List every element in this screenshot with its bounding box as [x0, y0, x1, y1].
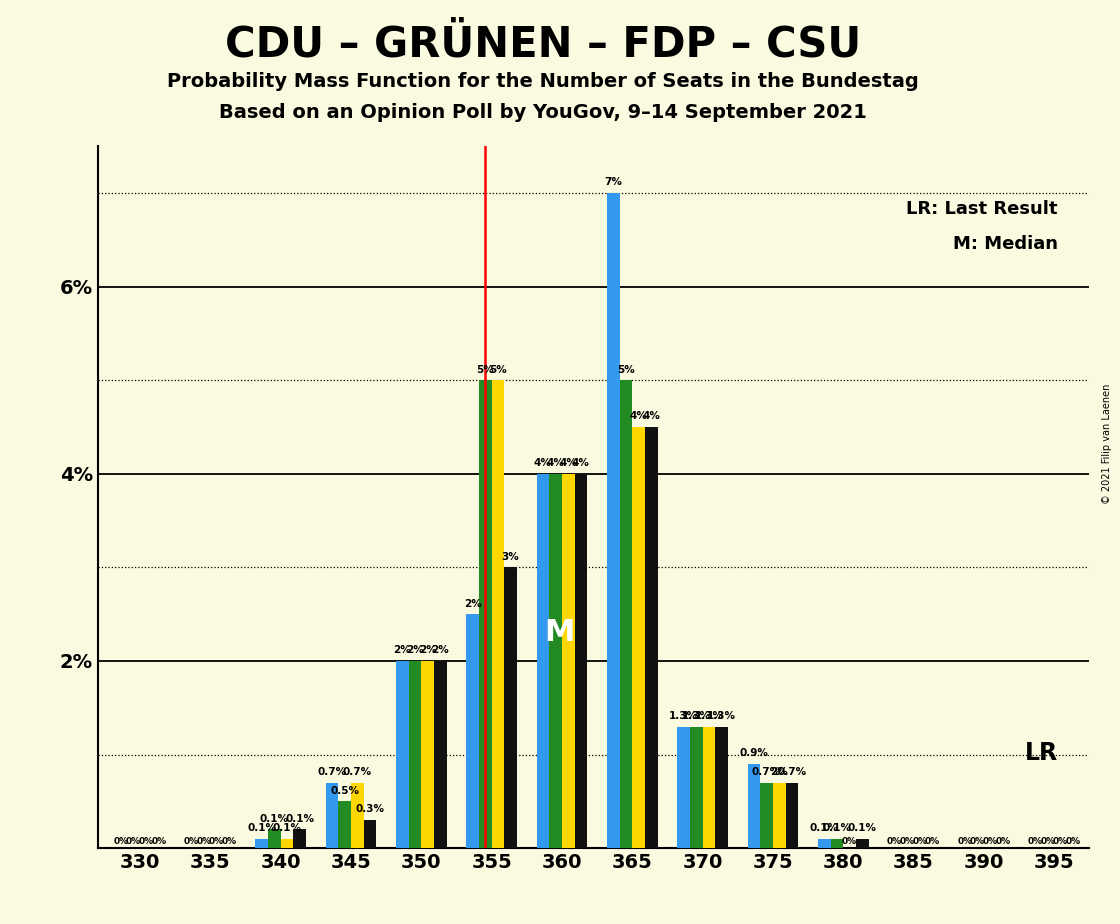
Bar	[281, 839, 293, 848]
Bar	[549, 474, 562, 848]
Text: 4%: 4%	[572, 458, 590, 468]
Text: 2%: 2%	[431, 645, 449, 655]
Text: 0.1%: 0.1%	[286, 814, 314, 824]
Text: 0%: 0%	[1053, 837, 1068, 846]
Bar	[747, 764, 760, 848]
Text: 0%: 0%	[113, 837, 129, 846]
Text: 0.1%: 0.1%	[260, 814, 289, 824]
Text: 4%: 4%	[629, 411, 647, 421]
Text: 0%: 0%	[196, 837, 212, 846]
Bar	[396, 661, 409, 848]
Bar	[645, 427, 657, 848]
Text: 2%: 2%	[771, 767, 788, 777]
Text: 4%: 4%	[547, 458, 564, 468]
Bar	[856, 839, 868, 848]
Text: 1.3%: 1.3%	[682, 711, 711, 721]
Bar	[690, 726, 702, 848]
Text: 0%: 0%	[184, 837, 199, 846]
Bar	[479, 380, 492, 848]
Text: 0%: 0%	[887, 837, 902, 846]
Text: 0%: 0%	[982, 837, 998, 846]
Bar	[409, 661, 421, 848]
Text: 2%: 2%	[419, 645, 437, 655]
Text: 0%: 0%	[925, 837, 940, 846]
Text: 0%: 0%	[913, 837, 927, 846]
Text: 0.1%: 0.1%	[822, 823, 851, 833]
Text: 3%: 3%	[502, 552, 520, 562]
Text: 0%: 0%	[1028, 837, 1043, 846]
Text: 0.7%: 0.7%	[317, 767, 346, 777]
Text: 4%: 4%	[559, 458, 577, 468]
Bar	[716, 726, 728, 848]
Bar	[466, 614, 479, 848]
Bar	[338, 801, 351, 848]
Bar	[678, 726, 690, 848]
Text: 0.1%: 0.1%	[248, 823, 277, 833]
Text: LR: LR	[1025, 741, 1057, 765]
Text: 0.7%: 0.7%	[343, 767, 372, 777]
Text: 0%: 0%	[842, 837, 857, 846]
Text: 2%: 2%	[407, 645, 423, 655]
Text: 0%: 0%	[1065, 837, 1081, 846]
Text: Based on an Opinion Poll by YouGov, 9–14 September 2021: Based on an Opinion Poll by YouGov, 9–14…	[220, 103, 867, 123]
Text: © 2021 Filip van Laenen: © 2021 Filip van Laenen	[1102, 383, 1111, 504]
Text: 1.3%: 1.3%	[707, 711, 736, 721]
Bar	[818, 839, 831, 848]
Text: 0.7%: 0.7%	[752, 767, 781, 777]
Text: 0%: 0%	[151, 837, 167, 846]
Text: 0.1%: 0.1%	[848, 823, 877, 833]
Bar	[702, 726, 716, 848]
Text: 0.3%: 0.3%	[355, 805, 384, 814]
Bar	[831, 839, 843, 848]
Bar	[607, 193, 619, 848]
Text: Probability Mass Function for the Number of Seats in the Bundestag: Probability Mass Function for the Number…	[167, 72, 920, 91]
Text: 0.1%: 0.1%	[272, 823, 301, 833]
Bar	[575, 474, 587, 848]
Text: LR: Last Result: LR: Last Result	[906, 200, 1057, 217]
Text: 2%: 2%	[464, 599, 482, 609]
Text: 0.1%: 0.1%	[810, 823, 839, 833]
Text: 0%: 0%	[996, 837, 1010, 846]
Bar	[632, 427, 645, 848]
Text: 0%: 0%	[127, 837, 141, 846]
Text: 4%: 4%	[534, 458, 552, 468]
Bar	[492, 380, 504, 848]
Text: 0%: 0%	[209, 837, 224, 846]
Bar	[433, 661, 447, 848]
Text: 5%: 5%	[476, 365, 494, 374]
Bar	[785, 783, 799, 848]
Bar	[255, 839, 268, 848]
Bar	[293, 830, 306, 848]
Bar	[364, 821, 376, 848]
Bar	[619, 380, 632, 848]
Bar	[760, 783, 773, 848]
Text: 0.5%: 0.5%	[330, 785, 360, 796]
Text: 0%: 0%	[1040, 837, 1055, 846]
Text: 1.3%: 1.3%	[694, 711, 724, 721]
Text: M: Median: M: Median	[953, 235, 1057, 252]
Bar	[504, 567, 517, 848]
Bar	[773, 783, 785, 848]
Text: 0%: 0%	[222, 837, 236, 846]
Text: 7%: 7%	[605, 177, 623, 188]
Text: 0%: 0%	[958, 837, 972, 846]
Bar	[268, 830, 281, 848]
Text: 0.9%: 0.9%	[739, 748, 768, 759]
Bar	[536, 474, 549, 848]
Text: 1.3%: 1.3%	[669, 711, 698, 721]
Text: 5%: 5%	[617, 365, 635, 374]
Bar	[562, 474, 575, 848]
Text: 4%: 4%	[642, 411, 660, 421]
Text: M: M	[544, 618, 575, 647]
Text: 5%: 5%	[489, 365, 506, 374]
Text: 2%: 2%	[393, 645, 411, 655]
Text: 0.7%: 0.7%	[777, 767, 806, 777]
Text: 0%: 0%	[970, 837, 986, 846]
Bar	[351, 783, 364, 848]
Bar	[326, 783, 338, 848]
Text: CDU – GRÜNEN – FDP – CSU: CDU – GRÜNEN – FDP – CSU	[225, 23, 861, 65]
Bar	[421, 661, 433, 848]
Text: 0%: 0%	[899, 837, 915, 846]
Text: 0%: 0%	[139, 837, 153, 846]
